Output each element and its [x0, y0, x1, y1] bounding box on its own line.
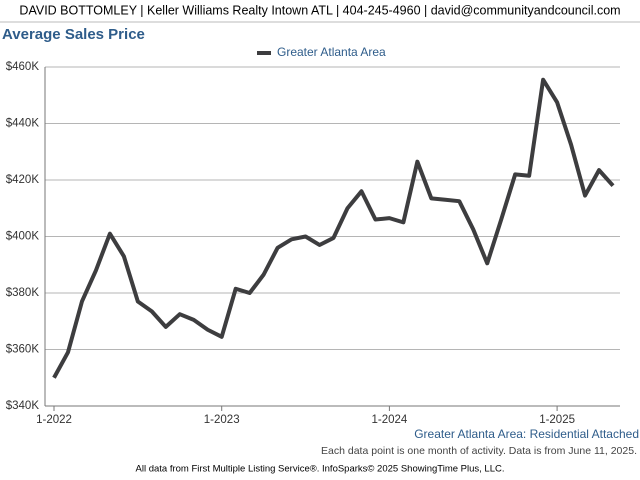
x-tick-label: 1-2023 — [204, 414, 240, 426]
line-series — [52, 77, 615, 379]
annotation: Each data point is one month of activity… — [321, 445, 637, 457]
footer: All data from First Multiple Listing Ser… — [136, 464, 505, 475]
y-tick-label: $380K — [6, 287, 40, 299]
x-tick-label: 1-2025 — [539, 414, 575, 426]
x-tick-label: 1-2022 — [36, 414, 72, 426]
y-tick-label: $440K — [6, 118, 40, 130]
y-tick-label: $340K — [6, 400, 40, 412]
y-tick-label: $460K — [6, 61, 40, 73]
header-bar — [0, 0, 640, 22]
annotation: Greater Atlanta Area: Residential Attach… — [414, 427, 639, 441]
legend-label: Greater Atlanta Area — [277, 45, 386, 59]
y-tick-label: $360K — [6, 344, 40, 356]
y-tick-label: $420K — [6, 174, 40, 186]
chart-title: Average Sales Price — [2, 26, 145, 43]
y-tick-label: $400K — [6, 231, 40, 243]
header: DAVID BOTTOMLEY | Keller Williams Realty… — [19, 3, 620, 17]
x-tick-label: 1-2024 — [371, 414, 407, 426]
